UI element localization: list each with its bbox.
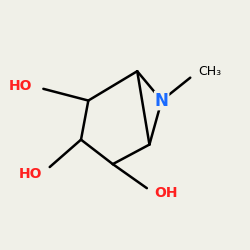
- Text: CH₃: CH₃: [198, 65, 222, 78]
- Text: OH: OH: [154, 186, 178, 200]
- Text: HO: HO: [18, 167, 42, 181]
- Text: HO: HO: [8, 79, 32, 93]
- Text: N: N: [155, 92, 168, 110]
